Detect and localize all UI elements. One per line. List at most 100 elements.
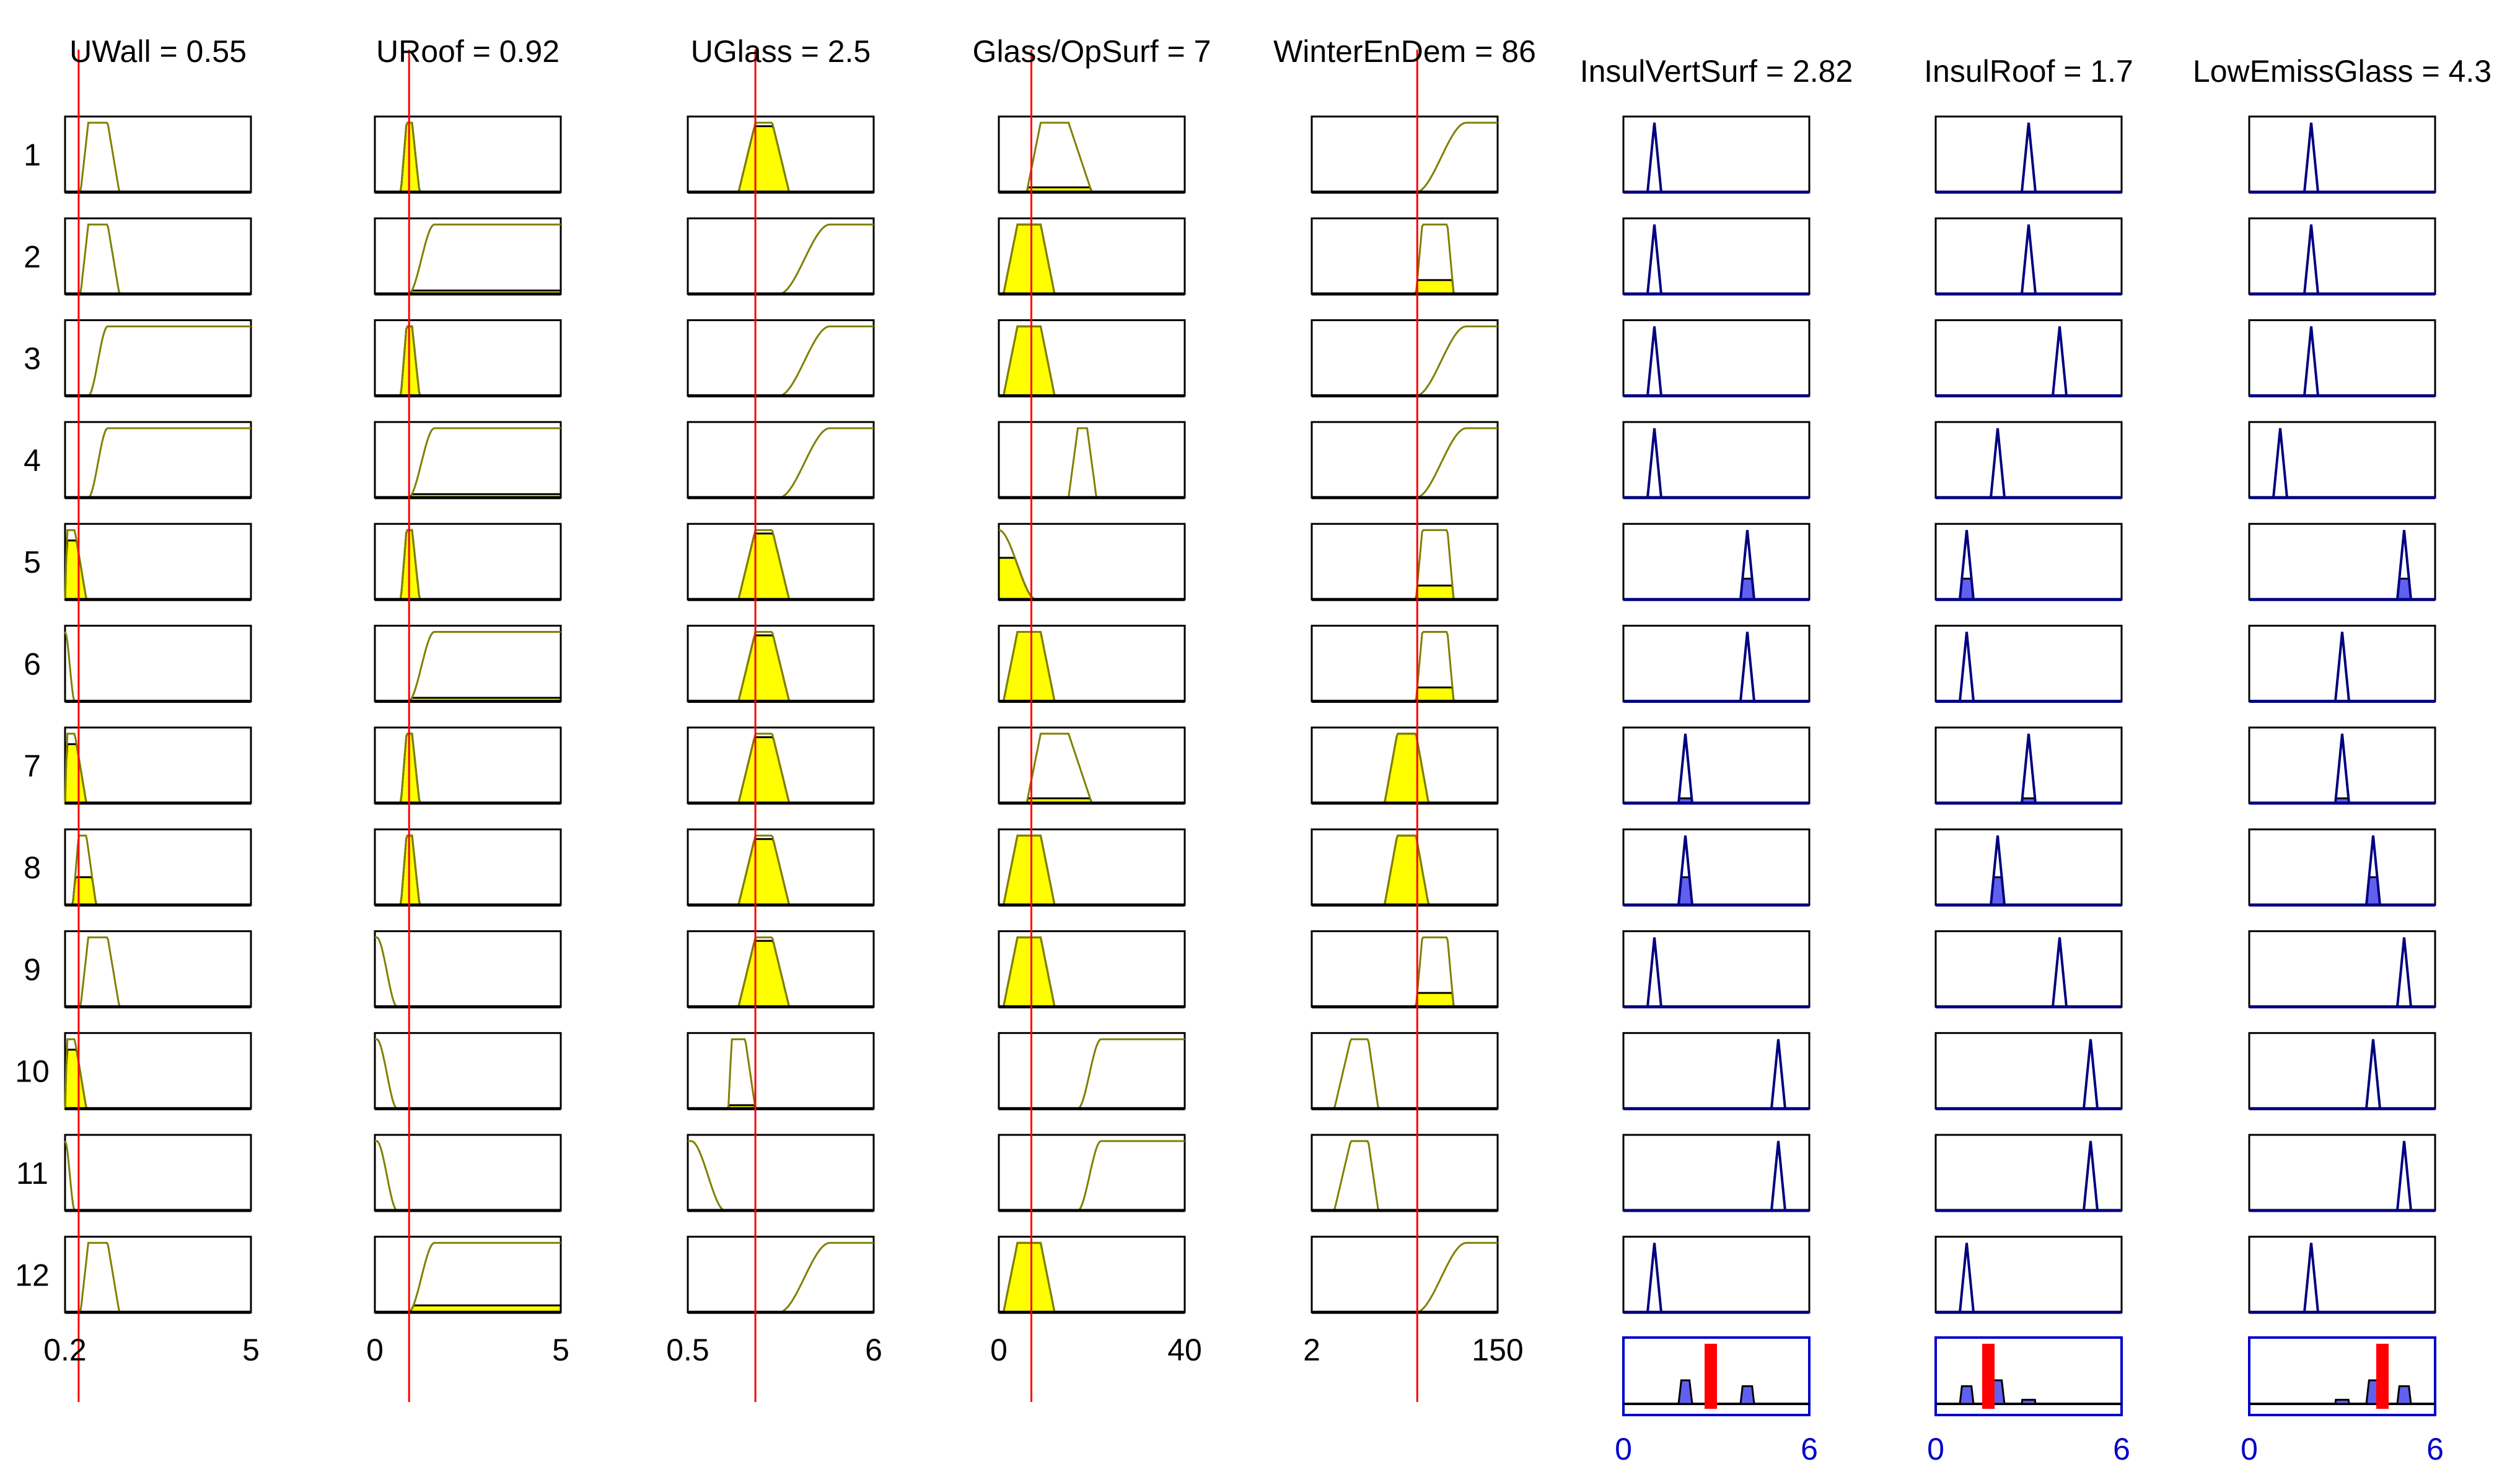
output-panel: [2248, 217, 2436, 296]
output-panel: [2248, 625, 2436, 703]
panel-frame: [64, 1235, 252, 1313]
aggregate-bump: [1677, 1379, 1693, 1405]
output-panel: [1622, 115, 1811, 194]
input-panel: [687, 726, 875, 805]
membership-curve: [2396, 1140, 2412, 1211]
panel-frame: [687, 1032, 875, 1110]
input-title: Glass/OpSurf = 7: [973, 34, 1211, 69]
panel-frame: [374, 1235, 562, 1313]
input-panel: [374, 522, 562, 601]
panel-frame: [998, 115, 1186, 193]
output-panel: [1622, 319, 1811, 398]
panel-frame: [1310, 1134, 1499, 1212]
membership-curve: [2334, 632, 2350, 702]
defuzzified-value-bar: [2376, 1344, 2389, 1409]
panel-frame: [998, 1032, 1186, 1110]
rule-number: 2: [24, 239, 41, 274]
panel-frame: [374, 930, 562, 1008]
panel-frame: [64, 625, 252, 702]
output-title: InsulVertSurf = 2.82: [1580, 54, 1853, 89]
input-panel: [64, 1134, 252, 1212]
membership-curve: [1739, 530, 1755, 600]
membership-curve: [1646, 1243, 1662, 1313]
input-panel: [1310, 828, 1499, 907]
panel-frame: [1622, 828, 1811, 906]
output-panel: [1622, 421, 1811, 500]
membership-curve: [65, 325, 251, 397]
output-panel: [1934, 1134, 2123, 1212]
aggregate-bump: [1959, 1385, 1975, 1405]
aggregate-bump: [2021, 1398, 2037, 1405]
panel-frame: [374, 421, 562, 499]
panel-frame: [1310, 217, 1499, 295]
input-panel: [64, 115, 252, 194]
input-panel: [64, 828, 252, 907]
panel-frame: [374, 1032, 562, 1110]
panel-frame: [1622, 726, 1811, 805]
output-panel: [1934, 828, 2123, 907]
membership-curve: [2334, 733, 2350, 803]
panel-frame: [64, 522, 252, 601]
output-panel: [2248, 1134, 2436, 1212]
membership-curve: [2083, 1039, 2099, 1109]
panel-frame: [2248, 319, 2436, 397]
aggregate-bump: [2396, 1385, 2412, 1405]
output-panel: [1622, 1235, 1811, 1314]
panel-frame: [2248, 1032, 2436, 1110]
panel-frame: [64, 217, 252, 295]
output-panel: [1934, 522, 2123, 601]
input-panel: [64, 625, 252, 703]
membership-curve: [1959, 632, 1975, 702]
panel-frame: [1622, 522, 1811, 601]
output-panel: [1622, 625, 1811, 703]
range-min-label: 0: [1615, 1432, 1632, 1466]
input-panel: [687, 1032, 875, 1111]
output-panel: [1934, 421, 2123, 500]
input-panel: [64, 1235, 252, 1314]
input-panel: [64, 217, 252, 296]
input-panel: [374, 625, 562, 703]
panel-frame: [687, 217, 875, 295]
output-panel: [1622, 1134, 1811, 1212]
input-panel: [64, 522, 252, 601]
membership-curve: [1990, 835, 2006, 906]
output-panel: [1934, 217, 2123, 296]
range-max-label: 6: [2113, 1432, 2130, 1466]
membership-curve: [1739, 632, 1755, 702]
output-panel: [1934, 625, 2123, 703]
aggregate-panel: [2248, 1336, 2436, 1416]
range-min-label: 0: [990, 1333, 1008, 1367]
membership-curve: [2052, 326, 2068, 396]
input-panel: [374, 1235, 562, 1314]
output-panel: [1622, 217, 1811, 296]
membership-curve: [1770, 1140, 1786, 1211]
range-max-label: 40: [1167, 1333, 1202, 1367]
membership-curve: [2021, 122, 2037, 193]
input-panel: [998, 726, 1186, 805]
panel-frame: [1310, 625, 1499, 702]
membership-curve: [1770, 1039, 1786, 1109]
membership-curve: [2303, 326, 2319, 396]
input-panel: [687, 828, 875, 907]
input-panel: [1310, 217, 1499, 296]
panel-frame: [998, 726, 1186, 805]
panel-frame: [64, 1032, 252, 1110]
panel-frame: [1310, 1235, 1499, 1313]
membership-curve: [2021, 224, 2037, 294]
input-panel: [1310, 421, 1499, 500]
panel-frame: [998, 1134, 1186, 1212]
panel-frame: [1310, 522, 1499, 601]
input-panel: [374, 421, 562, 500]
membership-curve: [2396, 937, 2412, 1007]
membership-curve: [1959, 530, 1975, 600]
input-panel: [998, 217, 1186, 296]
panel-frame: [1310, 1032, 1499, 1110]
membership-curve: [1646, 937, 1662, 1007]
panel-frame: [2248, 115, 2436, 193]
panel-frame: [1310, 930, 1499, 1008]
membership-curve: [1646, 122, 1662, 193]
panel-frame: [64, 421, 252, 499]
input-panel: [374, 319, 562, 398]
input-panel: [64, 726, 252, 805]
